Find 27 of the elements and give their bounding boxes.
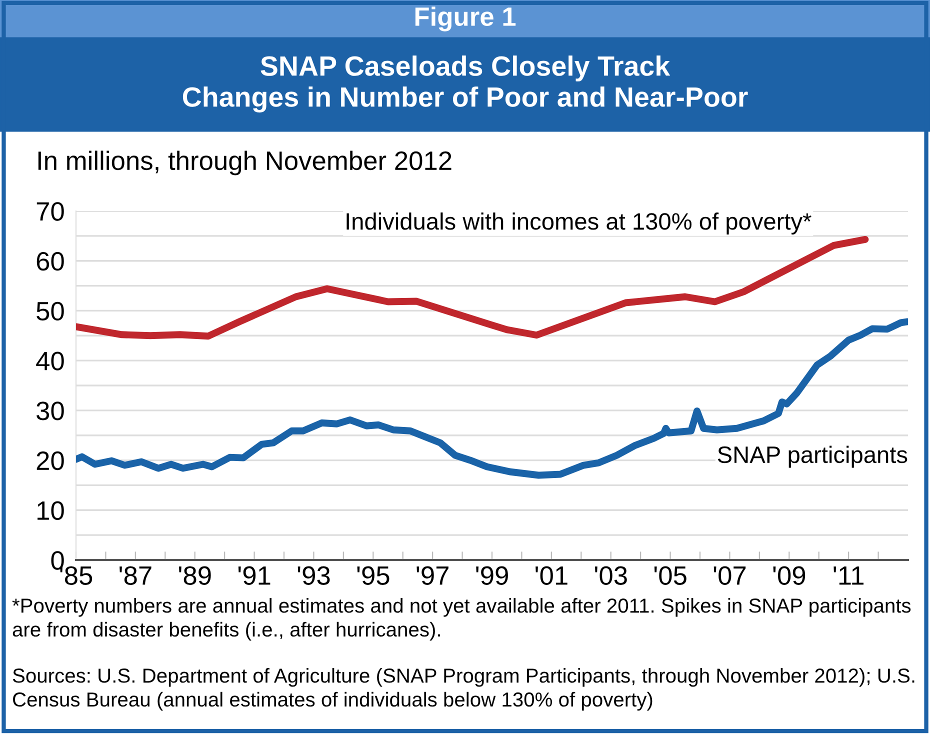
source-note: Sources: U.S. Department of Agriculture (SNAP Program Participants, through November 2012); U.S. Census Bureau (annual estimates of individuals below 130% of poverty) bbox=[12, 668, 914, 711]
y-tick-label: 50 bbox=[36, 302, 64, 321]
x-tick-label: '07 bbox=[714, 566, 746, 585]
y-tick-label: 70 bbox=[36, 202, 64, 221]
x-tick-label: '11 bbox=[834, 566, 864, 585]
x-tick-label: '01 bbox=[536, 566, 568, 585]
x-tick-label: '05 bbox=[654, 566, 686, 585]
y-tick-label: 10 bbox=[38, 501, 64, 520]
series-label: SNAP participants bbox=[718, 446, 908, 468]
chart-title: SNAP Caseloads Closely Track Changes in Number of Poor and Near-Poor bbox=[182, 56, 748, 112]
x-tick-label: '99 bbox=[476, 566, 508, 585]
x-tick-label: '95 bbox=[357, 566, 390, 585]
x-tick-label: '97 bbox=[416, 566, 448, 585]
x-tick-label: '87 bbox=[120, 566, 152, 585]
text: *Poverty numbers are annual estimates and not yet available after 2011. Spikes in SNAP participants are from disaster benefits (i.e., after hurricanes). bbox=[12, 598, 911, 641]
x-tick-label: '03 bbox=[595, 566, 627, 585]
y-tick-label: 30 bbox=[36, 402, 64, 420]
y-tick-label: 40 bbox=[36, 352, 64, 370]
chart-subtitle: Figure 1 bbox=[415, 6, 516, 32]
x-tick-label: '93 bbox=[298, 566, 330, 585]
x-tick-label: '89 bbox=[179, 566, 211, 585]
y-tick-label: 60 bbox=[36, 252, 64, 271]
x-tick-label: '91 bbox=[238, 566, 270, 585]
y-axis-title: In millions, through November 2012 bbox=[38, 150, 452, 176]
series-label: Individuals with incomes at 130% of poverty* bbox=[346, 212, 812, 234]
x-tick-label: '09 bbox=[773, 566, 806, 585]
y-tick-label: 20 bbox=[36, 451, 64, 470]
